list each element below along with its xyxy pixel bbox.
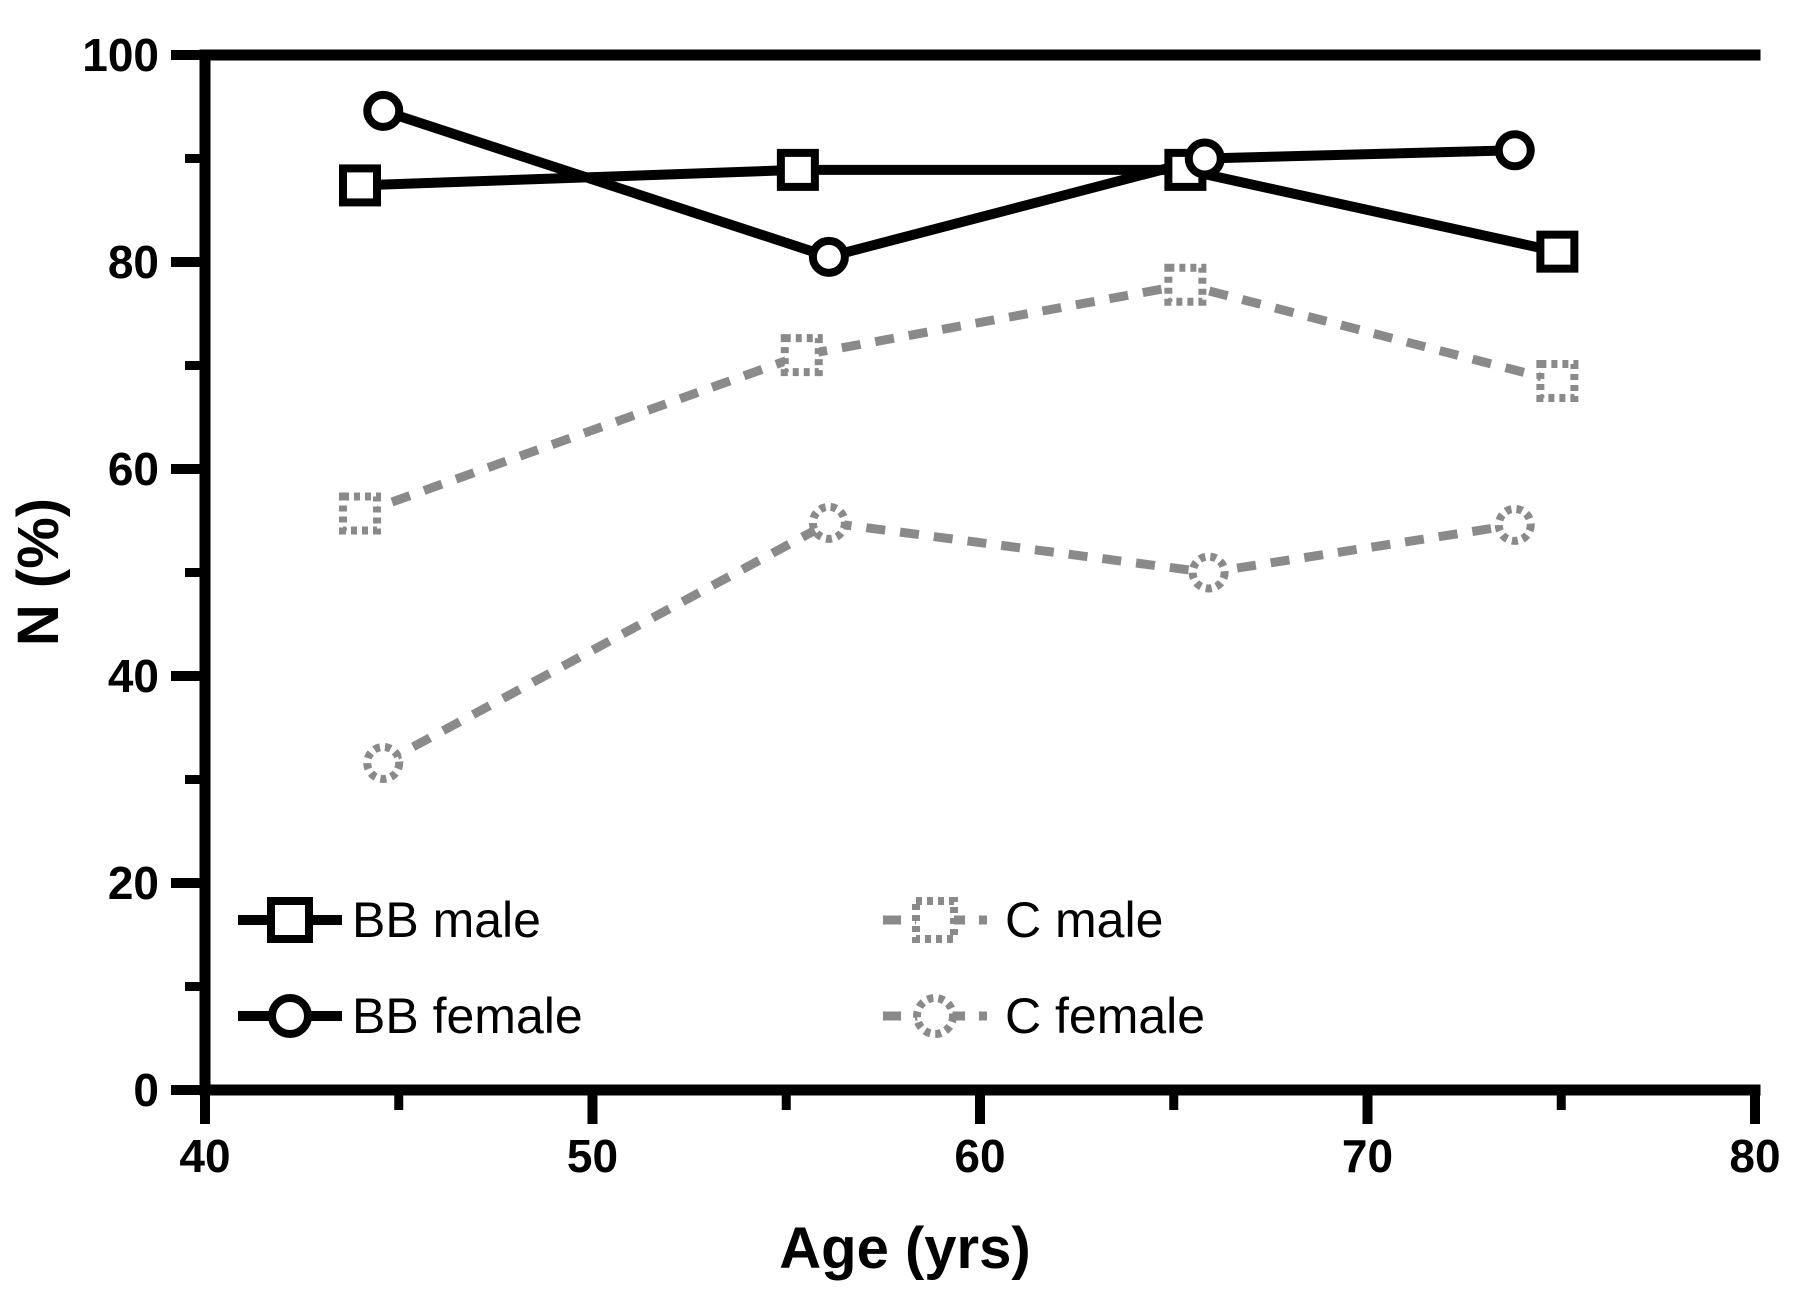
circle-marker xyxy=(808,502,849,543)
x-tick-label: 80 xyxy=(1729,1130,1780,1182)
legend-square-marker xyxy=(912,897,958,943)
circle-marker xyxy=(1188,552,1229,593)
legend-item-bb-female: BB female xyxy=(238,988,583,1044)
circle-marker xyxy=(808,236,849,277)
legend-label: BB male xyxy=(352,892,541,948)
square-marker xyxy=(1164,263,1207,306)
x-tick-label: 40 xyxy=(179,1130,230,1182)
x-tick-label: 50 xyxy=(567,1130,618,1182)
x-tick-label: 70 xyxy=(1342,1130,1393,1182)
series-line-bb-female xyxy=(381,106,1515,262)
y-tick-label: 40 xyxy=(108,650,159,702)
data-series xyxy=(339,90,1579,783)
legend-label: BB female xyxy=(352,988,583,1044)
legend: BB male BB female C male C female xyxy=(238,892,1205,1044)
circle-marker xyxy=(363,742,404,783)
legend-label: C female xyxy=(1005,988,1205,1044)
series-line-c-female xyxy=(381,518,1516,767)
y-tick-label: 80 xyxy=(108,236,159,288)
y-axis-label: N (%) xyxy=(6,498,71,646)
circle-marker xyxy=(1494,130,1535,171)
series-line-bb-male xyxy=(359,164,1559,257)
square-marker xyxy=(776,148,819,191)
square-marker xyxy=(1536,360,1579,403)
square-marker xyxy=(339,164,381,207)
x-tick-label: 60 xyxy=(954,1130,1005,1182)
circle-marker xyxy=(1494,504,1535,545)
axis-ticks xyxy=(171,50,1760,1124)
legend-circle-marker xyxy=(913,994,957,1038)
y-tick-label: 100 xyxy=(82,29,159,81)
legend-item-bb-male: BB male xyxy=(238,892,541,948)
y-tick-label: 60 xyxy=(108,443,159,495)
legend-square-marker xyxy=(267,897,313,943)
circle-marker xyxy=(363,90,404,131)
y-tick-label: 20 xyxy=(108,857,159,909)
y-tick-label: 0 xyxy=(133,1064,159,1116)
legend-circle-marker xyxy=(268,994,312,1038)
legend-item-c-female: C female xyxy=(883,988,1205,1044)
square-marker xyxy=(1536,230,1579,273)
circle-marker xyxy=(1184,138,1225,179)
series-line-c-male xyxy=(358,280,1559,518)
square-marker xyxy=(339,492,381,535)
x-axis-label: Age (yrs) xyxy=(779,1216,1030,1281)
axis-tick-labels: 40 50 60 70 80 0 20 40 60 80 100 xyxy=(82,29,1780,1182)
square-marker xyxy=(780,334,823,377)
legend-item-c-male: C male xyxy=(883,892,1163,948)
legend-label: C male xyxy=(1005,892,1163,948)
